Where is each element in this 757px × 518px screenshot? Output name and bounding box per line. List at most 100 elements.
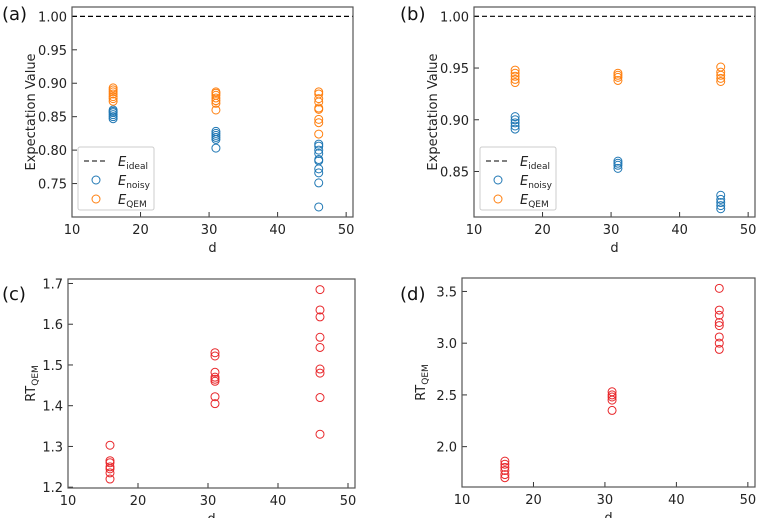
data-point-e-noisy [613,160,623,170]
y-tick-label: 0.90 [440,114,469,129]
legend-entry: EQEM [520,193,549,210]
x-tick-label: 10 [454,493,471,508]
x-tick-label: 20 [525,493,542,508]
x-axis-label: d [604,511,612,518]
data-point-rt-qem [315,368,325,378]
data-point-e-qem [314,114,324,124]
data-point-e-noisy [613,163,623,173]
data-point-e-qem [510,71,520,81]
data-point-rt-qem [500,462,510,472]
data-point-e-qem [108,92,118,102]
data-point-e-noisy [314,148,324,158]
data-point-e-qem [716,67,726,77]
data-point-e-qem [211,105,221,115]
data-point-e-noisy [314,202,324,212]
data-point-e-noisy [510,124,520,134]
panel-label: (d) [400,284,425,305]
data-point-e-qem [716,62,726,72]
data-point-e-noisy [211,143,221,153]
data-point-e-qem [716,76,726,86]
x-axis-label: d [207,512,215,518]
data-point-rt-qem [714,332,724,342]
data-point-e-qem [716,73,726,83]
data-point-e-noisy [716,201,726,211]
panel-label: (a) [2,4,27,25]
data-point-e-qem [613,75,623,85]
legend-entry-main: E [520,193,529,208]
data-point-rt-qem [105,456,115,466]
y-tick-label: 0.95 [440,62,469,77]
data-point-e-qem [211,87,221,97]
y-axis-label-main: RT [414,385,429,401]
data-point-rt-qem [315,332,325,342]
legend-entry-main: E [118,155,127,170]
x-tick-label: 20 [132,223,149,238]
y-axis-label-sub: QEM [31,365,41,386]
data-point-rt-qem [714,321,724,331]
x-tick-label: 30 [597,493,614,508]
data-point-e-qem [613,70,623,80]
x-tick-label: 30 [200,494,217,509]
x-tick-label: 40 [269,223,286,238]
data-point-rt-qem [500,459,510,469]
axes-frame [67,278,356,489]
legend-entry-sub: noisy [528,181,552,191]
y-tick-label: 1.7 [42,277,63,292]
data-point-e-noisy [510,115,520,125]
panel-c: (c) 10 20 30 40 50 1.2 1.3 1.4 1.5 1.6 1.7 d RTQEM [2,277,356,518]
data-point-rt-qem [315,285,325,295]
data-point-e-qem [108,83,118,93]
x-tick-label: 30 [603,223,620,238]
data-point-e-qem [613,72,623,82]
data-point-e-qem [314,118,324,128]
legend-entry-sub: ideal [126,162,148,172]
data-point-e-noisy [716,198,726,208]
data-point-e-noisy [510,118,520,128]
legend-marker-swatch [493,175,503,185]
x-tick-label: 50 [740,223,757,238]
y-tick-label: 0.90 [38,77,67,92]
x-tick-label: 40 [270,494,287,509]
x-tick-label: 50 [338,223,355,238]
y-tick-label: 1.4 [42,400,63,415]
data-point-e-noisy [510,121,520,131]
legend-entry-main: E [118,174,127,189]
data-point-rt-qem [607,387,617,397]
data-point-rt-qem [105,440,115,450]
legend-box [77,146,155,211]
data-point-e-noisy [314,178,324,188]
data-point-rt-qem [315,342,325,352]
data-point-rt-qem [714,310,724,320]
data-point-rt-qem [607,390,617,400]
x-tick-label: 10 [60,494,77,509]
legend-box [479,146,557,211]
y-axis-label: Expectation Value [24,53,39,170]
data-point-e-noisy [211,126,221,136]
data-point-e-qem [314,94,324,104]
data-point-e-noisy [716,190,726,200]
data-point-e-noisy [510,112,520,122]
data-point-rt-qem [315,364,325,374]
panel-label: (b) [400,4,425,25]
legend-marker-swatch [91,175,101,185]
y-tick-label: 0.85 [440,165,469,180]
data-point-rt-qem [714,317,724,327]
legend-marker-swatch [493,194,503,204]
y-axis-label: RTQEM [414,364,431,401]
y-axis-label-sub: QEM [421,364,431,385]
y-tick-label: 1.00 [38,10,67,25]
data-point-e-qem [510,78,520,88]
data-point-e-qem [314,87,324,97]
data-point-rt-qem [210,392,220,402]
x-tick-label: 10 [64,223,81,238]
y-axis-label: RTQEM [24,365,41,402]
legend-entry-main: E [520,155,529,170]
data-point-e-noisy [314,139,324,149]
data-point-rt-qem [210,351,220,361]
y-tick-label: 3.0 [436,337,457,352]
y-axis-label: Expectation Value [426,53,441,170]
data-point-rt-qem [607,392,617,402]
data-point-e-qem [108,96,118,106]
